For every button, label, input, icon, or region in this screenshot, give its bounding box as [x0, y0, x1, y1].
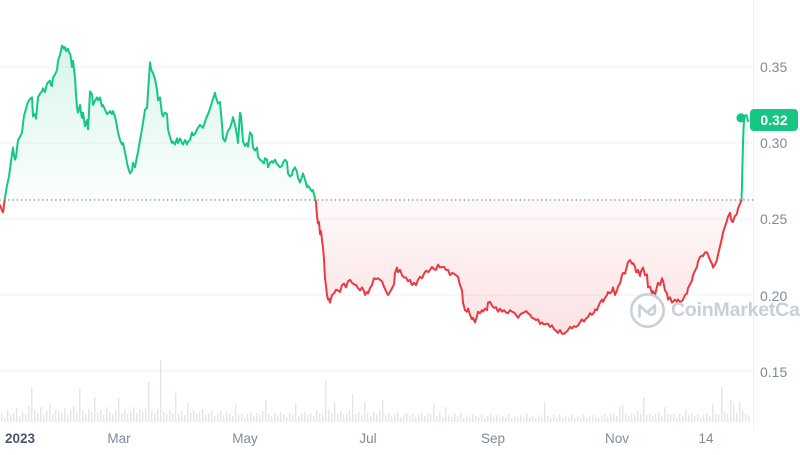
x-axis-tick-label: Sep [480, 431, 506, 446]
y-axis-tick-label: 0.25 [760, 211, 788, 227]
x-axis-tick-label: Jul [359, 431, 377, 446]
x-axis-tick-label: Mar [107, 431, 131, 446]
x-axis-tick-label: May [232, 431, 258, 446]
y-axis-tick-label: 0.15 [760, 364, 788, 380]
y-axis-tick-label: 0.30 [760, 135, 788, 151]
y-axis-tick-label: 0.20 [760, 288, 788, 304]
current-price-badge: 0.32 [750, 109, 798, 131]
x-axis-tick-label-year: 2023 [4, 431, 36, 446]
x-axis-tick-label: Nov [604, 431, 630, 446]
x-axis-tick-label: 14 [698, 431, 714, 446]
y-axis-tick-label: 0.35 [760, 59, 788, 75]
